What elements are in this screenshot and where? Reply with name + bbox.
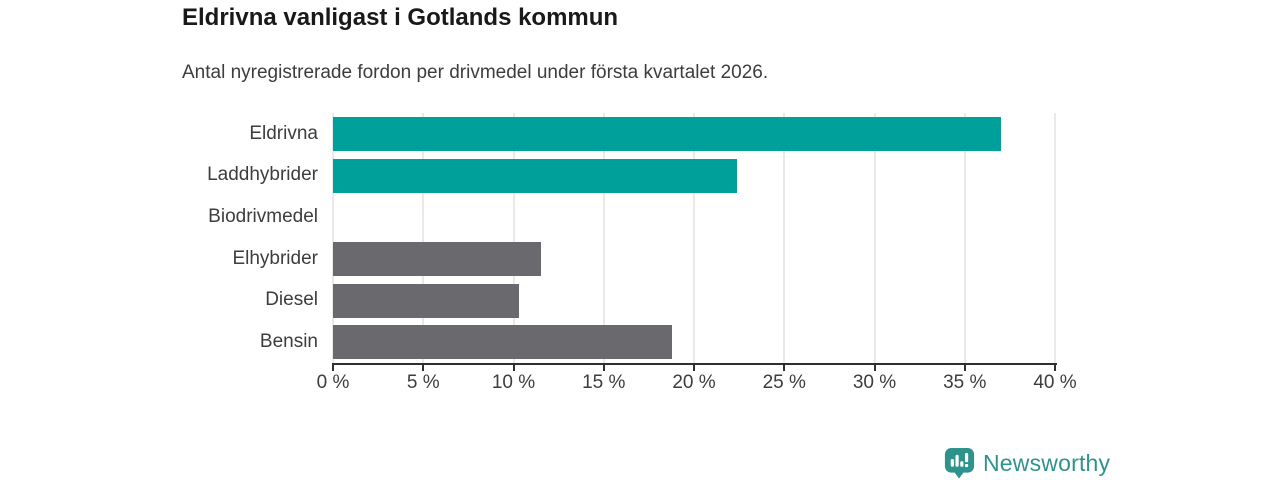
x-axis-tick	[512, 365, 515, 371]
gridline	[512, 113, 515, 363]
category-label-column: Eldrivna Laddhybrider Biodrivmedel Elhybrid…	[0, 113, 318, 363]
gridline	[873, 113, 876, 363]
x-axis-line	[332, 363, 1057, 365]
x-axis-tick-label: 5 %	[406, 372, 440, 393]
brand-footer: Newsworthy	[944, 448, 1110, 479]
x-axis-tick	[422, 365, 425, 371]
bar-chart: Eldrivna Laddhybrider Biodrivmedel Elhybrid…	[0, 113, 1077, 393]
category-label-diesel: Diesel	[265, 289, 318, 311]
category-label-eldrivna: Eldrivna	[249, 122, 318, 144]
x-axis-tick	[783, 365, 786, 371]
x-axis-tick-label: 20 %	[672, 372, 716, 393]
x-axis-tick	[693, 365, 695, 371]
x-axis-tick-label: 15 %	[582, 372, 626, 393]
bar-laddhybrider	[333, 158, 738, 193]
x-axis-tick	[1054, 365, 1056, 371]
x-axis-tick-label: 10 %	[491, 372, 536, 393]
bar-eldrivna	[333, 116, 1001, 151]
gridline	[602, 113, 605, 363]
category-label-biodrivmedel: Biodrivmedel	[208, 206, 318, 228]
x-axis-tick	[963, 365, 966, 371]
gridline	[422, 113, 425, 363]
gridline	[963, 113, 966, 363]
x-axis-tick-label: 30 %	[852, 372, 897, 393]
x-axis-tick-label: 40 %	[1033, 372, 1077, 393]
x-axis-tick-label: 25 %	[762, 372, 806, 393]
x-axis-tick-label: 0 %	[316, 372, 350, 393]
x-axis-tick-label: 35 %	[943, 372, 987, 393]
chart-title: Eldrivna vanligast i Gotlands kommun	[182, 4, 619, 31]
x-axis-tick	[873, 365, 876, 371]
gridline	[332, 113, 334, 363]
bar-diesel	[333, 283, 519, 318]
category-label-bensin: Bensin	[259, 331, 318, 353]
chart-subtitle: Antal nyregistrerade fordon per drivmede…	[182, 62, 769, 83]
bar-bensin	[333, 325, 673, 360]
category-label-elhybrider: Elhybrider	[232, 247, 318, 269]
bar-elhybrider	[333, 241, 541, 276]
plot-area	[332, 113, 1056, 363]
newsworthy-logo-icon	[944, 448, 975, 479]
brand-name: Newsworthy	[983, 450, 1111, 476]
gridline	[1054, 113, 1056, 363]
category-label-laddhybrider: Laddhybrider	[207, 164, 318, 186]
gridline	[783, 113, 786, 363]
gridline	[693, 113, 695, 363]
x-axis-tick	[602, 365, 605, 371]
x-axis-tick	[332, 365, 334, 371]
